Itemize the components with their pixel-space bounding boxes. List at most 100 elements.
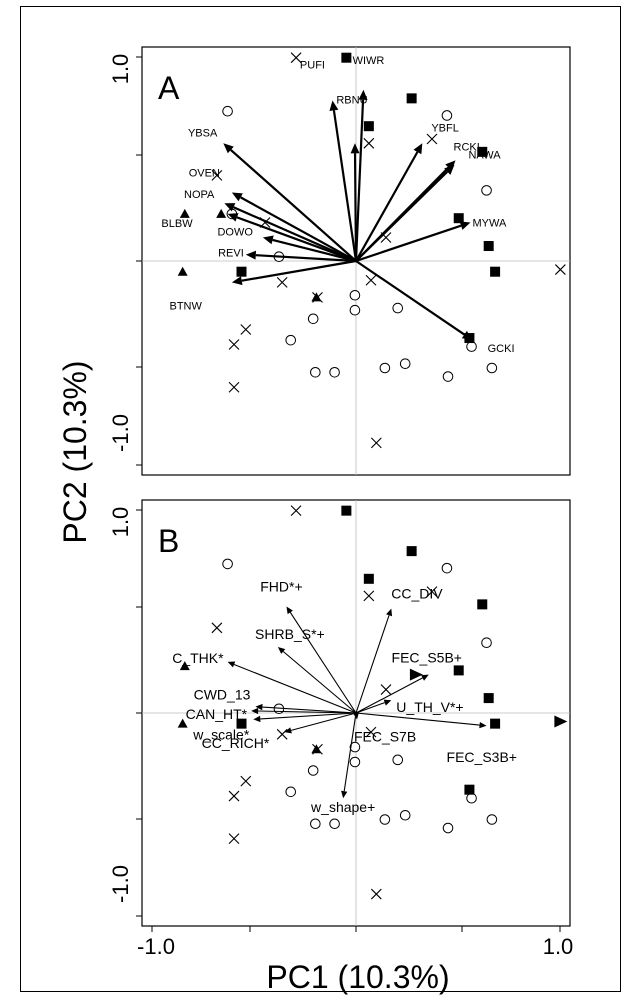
- x-tick-label-right: 1.0: [543, 934, 574, 959]
- data-point-cross: [211, 170, 223, 181]
- x-tick-label-left: -1.0: [137, 934, 175, 959]
- loading-vector: [355, 712, 480, 726]
- panel-label: B: [158, 523, 179, 559]
- data-point-circle: [329, 818, 340, 830]
- data-point-cross: [276, 277, 288, 288]
- data-point-cross: [554, 264, 566, 275]
- data-point-tri-right: [554, 715, 568, 728]
- figure-border: [20, 6, 621, 992]
- loading-vector: [241, 259, 357, 282]
- data-point-circle: [441, 562, 453, 574]
- loading-arrowhead: [341, 790, 348, 799]
- data-point-circle: [285, 786, 297, 798]
- data-point-circle: [442, 371, 454, 382]
- loading-arrowhead: [461, 330, 473, 341]
- loading-arrowhead: [358, 89, 368, 100]
- vector-label: CWD_13: [194, 687, 251, 703]
- data-point-circle: [486, 362, 498, 374]
- y-axis-label: PC2 (10.3%): [57, 360, 93, 543]
- vector-label: NAWA: [468, 150, 501, 162]
- data-point-circle: [349, 756, 361, 768]
- vector-label: CAN_HT*: [186, 706, 248, 722]
- data-point-square: [477, 146, 488, 157]
- data-point-cross: [228, 833, 240, 845]
- vector-label: U_TH_V*+: [396, 699, 463, 715]
- data-point-square: [341, 52, 352, 63]
- panel-label: A: [158, 70, 180, 106]
- vector-label: C_THK*: [172, 650, 224, 666]
- y-tick-label-bottom: -1.0: [108, 865, 133, 903]
- vector-label: FEC_S7B: [354, 728, 416, 744]
- data-point-circle: [310, 366, 321, 378]
- data-point-circle: [481, 185, 492, 196]
- loading-vector: [230, 149, 357, 262]
- vector-label: RCKI: [454, 141, 480, 153]
- data-point-square: [363, 573, 374, 584]
- loading-vector: [355, 151, 419, 262]
- vector-label: CC_DIV: [391, 586, 443, 602]
- loading-arrowhead: [383, 699, 392, 706]
- data-point-square: [453, 213, 464, 224]
- panel-b: B 1.0 -1.0 -1.0 1.0 FHD*+ CC_DIV SHRB_S*+ C_THK*…: [108, 499, 574, 959]
- data-point-tri-right: [409, 668, 423, 681]
- data-point-square: [477, 599, 488, 610]
- vector-label: FHD*+: [260, 579, 302, 595]
- loading-arrowhead: [386, 608, 393, 617]
- data-point-circle: [349, 741, 361, 753]
- loading-vector: [355, 260, 465, 336]
- vector-label: MYWA: [472, 217, 506, 229]
- loading-arrowhead: [253, 715, 261, 723]
- loading-arrowhead: [421, 674, 429, 681]
- data-point-cross: [426, 586, 438, 597]
- vector-label: NOPA: [184, 189, 215, 201]
- loading-arrowhead: [286, 606, 293, 615]
- loading-arrowhead: [479, 721, 487, 729]
- data-point-square: [341, 505, 352, 516]
- vector-label: BTNW: [169, 300, 202, 312]
- loading-vector: [233, 206, 357, 263]
- loading-vector: [355, 677, 423, 714]
- data-point-circle: [392, 754, 404, 766]
- vector-label: GCKI: [488, 343, 515, 355]
- y-tick-label-top: 1.0: [108, 507, 133, 538]
- data-point-square: [406, 546, 417, 557]
- loading-arrowhead: [350, 143, 360, 154]
- loading-arrowhead: [255, 703, 263, 711]
- data-point-square: [236, 266, 247, 277]
- loading-vector: [332, 110, 358, 262]
- loading-arrowhead: [262, 235, 274, 245]
- vector-label: RBNU: [336, 94, 367, 106]
- vector-label: WIWR: [353, 55, 385, 67]
- loading-vector: [240, 196, 357, 262]
- data-point-cross: [370, 437, 382, 449]
- loading-vector: [258, 710, 357, 714]
- data-point-square: [490, 266, 501, 277]
- loading-vector: [355, 170, 449, 262]
- loading-arrowhead: [227, 213, 239, 222]
- loading-vector: [289, 612, 357, 714]
- x-axis-label: PC1 (10.3%): [266, 959, 449, 995]
- data-point-triangle: [311, 292, 322, 302]
- data-point-cross: [290, 52, 302, 64]
- loading-vector: [290, 712, 357, 731]
- loading-vector: [233, 663, 357, 714]
- data-point-square: [483, 693, 494, 704]
- loading-arrowhead: [227, 661, 236, 668]
- vector-label: PUFI: [300, 60, 325, 72]
- data-point-circle: [392, 302, 404, 314]
- data-point-circle: [349, 304, 361, 316]
- data-point-square: [490, 718, 501, 729]
- loading-arrowhead: [284, 727, 292, 734]
- data-point-circle: [329, 366, 340, 378]
- data-point-circle: [466, 341, 477, 352]
- vector-label: REVI: [218, 248, 244, 260]
- loading-arrowhead: [277, 646, 286, 654]
- data-point-square: [464, 784, 475, 795]
- data-point-cross: [363, 137, 375, 149]
- data-point-square: [236, 718, 247, 729]
- data-point-cross: [211, 622, 223, 634]
- data-point-cross: [240, 324, 252, 335]
- loading-vector: [262, 706, 357, 714]
